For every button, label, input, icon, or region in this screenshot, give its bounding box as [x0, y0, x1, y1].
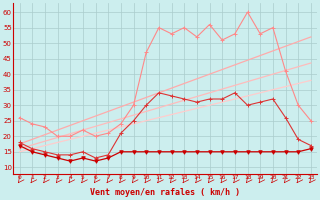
X-axis label: Vent moyen/en rafales ( km/h ): Vent moyen/en rafales ( km/h )	[90, 188, 240, 197]
